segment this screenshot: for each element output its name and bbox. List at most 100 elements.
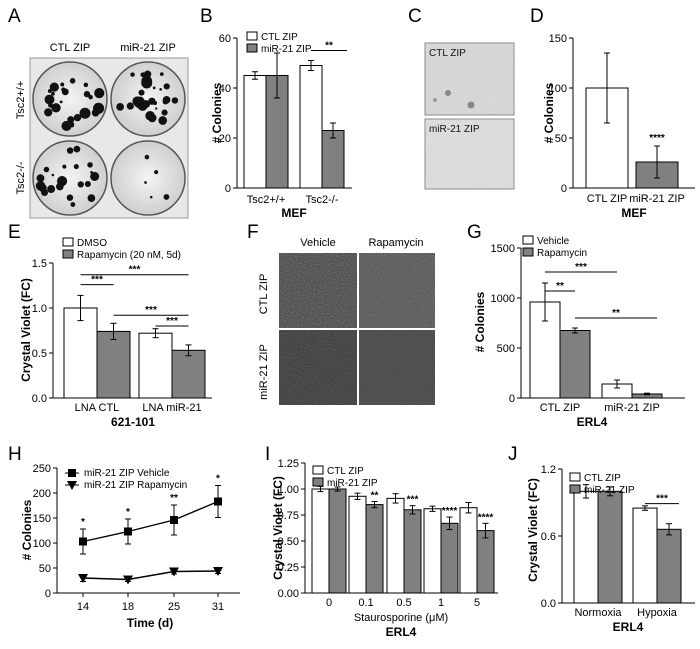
svg-text:D: D: [530, 6, 544, 27]
sig-e-4: ***: [166, 316, 178, 327]
x-tick-label: LNA miR-21: [142, 402, 201, 414]
colony: [138, 89, 145, 96]
y-tick-label: 1500: [491, 243, 515, 255]
sig-h: *: [126, 507, 130, 518]
sig-i: ****: [442, 506, 458, 517]
dish-ctl-tsc2-wt: [32, 61, 108, 137]
sig-g-3: **: [612, 308, 620, 319]
x-axis-subtitle: MEF: [621, 206, 646, 220]
sig-b: **: [325, 41, 333, 52]
colony: [59, 100, 63, 104]
colony: [49, 82, 59, 92]
x-tick-label: 0: [326, 597, 332, 609]
legend-label-0: miR-21 ZIP Vehicle: [84, 468, 170, 479]
y-axis-label: Crystal Violet (FC): [526, 478, 540, 582]
y-tick-label: 1.5: [32, 258, 47, 270]
colony: [93, 174, 97, 179]
label-ctl-zip: CTL ZIP: [429, 48, 466, 59]
x-tick-label: 31: [212, 601, 224, 613]
y-tick-label: 1.25: [278, 458, 299, 470]
y-axis-label: Crystal Violet (FC): [271, 476, 285, 580]
bar-b: [440, 522, 459, 594]
data-point: [123, 575, 133, 585]
bar-a: [386, 497, 405, 594]
sig-i: ****: [478, 512, 494, 523]
sig-h: **: [170, 493, 178, 504]
bar-a: [459, 507, 478, 594]
legend-label-1: miR-21 ZIP: [261, 44, 312, 55]
colony: [60, 82, 65, 87]
colony: [162, 95, 171, 104]
colony-spots: [35, 70, 179, 207]
x-tick-label: 18: [122, 601, 134, 613]
bar-a: [63, 307, 98, 399]
svg-text:C: C: [408, 6, 422, 27]
legend-swatch-1: [569, 484, 581, 494]
colony: [154, 170, 159, 175]
x-tick-label: Normoxia: [574, 607, 622, 619]
x-tick-label: Tsc2+/+: [247, 194, 286, 206]
x-tick-label: CTL ZIP: [587, 193, 628, 205]
sig-g-1: **: [556, 281, 564, 292]
colony: [142, 100, 151, 108]
colony: [145, 110, 155, 121]
y-tick-label: 0.0: [541, 598, 556, 610]
colony: [73, 145, 81, 153]
panel-f-micrographs: Vehicle Rapamycin CTL ZIP miR-21 ZIP: [258, 237, 435, 405]
y-tick-label: 40: [219, 83, 231, 95]
y-tick-label: 0: [509, 393, 515, 405]
colony: [55, 182, 64, 191]
bar-a: [423, 508, 442, 594]
bar-b: [365, 504, 384, 594]
y-tick-label: 0: [561, 183, 567, 195]
data-point: [169, 567, 179, 577]
legend-swatch-0: [62, 237, 74, 247]
colony: [84, 180, 91, 188]
legend-swatch-1: [62, 249, 74, 259]
y-tick-label: 150: [549, 33, 567, 45]
colony: [47, 185, 56, 194]
y-tick-label: 0.25: [278, 562, 299, 574]
colony: [77, 181, 84, 188]
bar-a: [573, 490, 599, 604]
colony: [126, 102, 134, 110]
x-tick-label: miR-21 ZIP: [604, 402, 660, 414]
panel-c-soft-agar-images: CTL ZIP miR-21 ZIP: [424, 42, 515, 190]
y-axis-label: # Colonies: [473, 291, 487, 352]
bar-b: [321, 130, 345, 189]
sig-i: ***: [407, 495, 419, 506]
colony: [73, 163, 79, 170]
legend-label-1: miR-21 ZIP: [327, 478, 378, 489]
colony: [467, 101, 475, 109]
colony: [44, 108, 53, 117]
col-label-vehicle: Vehicle: [300, 237, 335, 249]
col-label-ctl-zip: CTL ZIP: [50, 42, 91, 54]
colony: [152, 86, 156, 90]
y-tick-label: 60: [219, 33, 231, 45]
image-mir21-vehicle-grain: [279, 330, 357, 405]
image-ctl-rapamycin-grain: [359, 253, 435, 328]
dish-mir21-tsc2-ko: [110, 140, 186, 216]
x-tick-label: Tsc2-/-: [306, 194, 339, 206]
x-tick-label: LNA CTL: [75, 402, 120, 414]
x-tick-label: 0.1: [358, 597, 373, 609]
colony: [152, 100, 158, 106]
y-tick-label: 1.2: [541, 464, 556, 476]
colony: [87, 162, 93, 168]
colony: [61, 87, 66, 92]
x-axis-subtitle: ERL4: [613, 620, 644, 634]
row-label-tsc2-ko: Tsc2-/-: [15, 161, 27, 194]
sig-d: ****: [649, 133, 665, 144]
y-tick-label: 20: [219, 133, 231, 145]
x-tick-label: miR-21 ZIP: [629, 193, 685, 205]
colony: [51, 103, 61, 113]
y-tick-label: 250: [33, 463, 51, 475]
dish-mir21-tsc2-wt: [110, 61, 186, 137]
bar-b: [171, 349, 206, 399]
legend-label-0: DMSO: [77, 238, 107, 249]
y-tick-label: 500: [497, 343, 515, 355]
svg-text:J: J: [508, 444, 518, 465]
bar-b: [403, 509, 422, 594]
y-axis-label: # Colonies: [210, 82, 224, 143]
bar-a: [243, 75, 267, 189]
